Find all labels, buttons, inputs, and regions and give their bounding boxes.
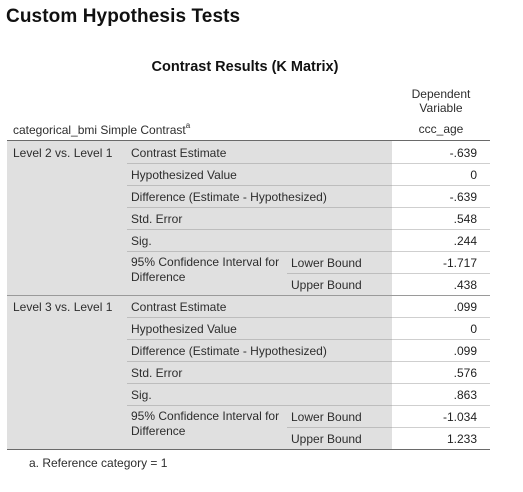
row-label-upper-bound: Upper Bound bbox=[291, 432, 362, 446]
row-separator bbox=[127, 185, 392, 186]
value-sig: .244 bbox=[453, 234, 477, 248]
row-separator bbox=[127, 317, 392, 318]
group-label-level2: Level 2 vs. Level 1 bbox=[13, 146, 113, 160]
row-label-confidence-interval: 95% Confidence Interval for Difference bbox=[131, 409, 280, 438]
value-separator bbox=[392, 427, 490, 428]
variable-name-header: ccc_age bbox=[418, 122, 464, 136]
footnote-marker: a bbox=[185, 121, 191, 130]
row-label-difference: Difference (Estimate - Hypothesized) bbox=[131, 344, 327, 358]
value-difference: .099 bbox=[453, 344, 477, 358]
row-label-contrast-estimate: Contrast Estimate bbox=[131, 146, 227, 160]
value-lower-bound: -1.034 bbox=[442, 410, 477, 424]
value-separator bbox=[392, 185, 490, 186]
bottom-rule bbox=[7, 449, 490, 450]
row-separator bbox=[287, 273, 392, 274]
value-lower-bound: -1.717 bbox=[442, 256, 477, 270]
dependent-variable-header-line2: Variable bbox=[419, 101, 463, 115]
value-upper-bound: 1.233 bbox=[446, 432, 477, 446]
row-label-hypothesized-value: Hypothesized Value bbox=[131, 168, 237, 182]
value-upper-bound: .438 bbox=[453, 278, 477, 292]
row-label-hypothesized-value: Hypothesized Value bbox=[131, 322, 237, 336]
row-group-header-text: categorical_bmi Simple Contrast bbox=[13, 123, 186, 137]
group-label-level3: Level 3 vs. Level 1 bbox=[13, 300, 113, 314]
value-separator bbox=[392, 229, 490, 230]
value-separator bbox=[392, 273, 490, 274]
value-separator bbox=[392, 339, 490, 340]
row-separator bbox=[127, 207, 392, 208]
table-title: Contrast Results (K Matrix) bbox=[151, 59, 339, 75]
row-label-std-error: Std. Error bbox=[131, 212, 183, 226]
value-separator bbox=[392, 207, 490, 208]
dependent-variable-header: Dependent Variable bbox=[392, 87, 490, 115]
dependent-variable-header-line1: Dependent bbox=[411, 87, 471, 101]
row-separator bbox=[127, 163, 392, 164]
value-separator bbox=[392, 317, 490, 318]
value-separator bbox=[392, 361, 490, 362]
row-label-contrast-estimate: Contrast Estimate bbox=[131, 300, 227, 314]
group-divider bbox=[7, 295, 490, 296]
value-separator bbox=[392, 251, 490, 252]
row-separator bbox=[127, 383, 392, 384]
value-contrast-estimate: .099 bbox=[453, 300, 477, 314]
row-separator bbox=[127, 339, 392, 340]
value-hypothesized-value: 0 bbox=[470, 322, 477, 336]
row-separator bbox=[127, 405, 392, 406]
value-std-error: .548 bbox=[453, 212, 477, 226]
value-hypothesized-value: 0 bbox=[470, 168, 477, 182]
row-label-lower-bound: Lower Bound bbox=[291, 256, 362, 270]
value-separator bbox=[392, 405, 490, 406]
value-separator bbox=[392, 163, 490, 164]
row-group-header: categorical_bmi Simple Contrasta bbox=[13, 121, 191, 137]
row-label-difference: Difference (Estimate - Hypothesized) bbox=[131, 190, 327, 204]
page-heading: Custom Hypothesis Tests bbox=[6, 6, 241, 27]
row-separator bbox=[127, 361, 392, 362]
row-label-confidence-interval: 95% Confidence Interval for Difference bbox=[131, 255, 280, 284]
row-separator bbox=[127, 251, 392, 252]
value-std-error: .576 bbox=[453, 366, 477, 380]
header-rule bbox=[7, 140, 490, 141]
row-label-lower-bound: Lower Bound bbox=[291, 410, 362, 424]
value-sig: .863 bbox=[453, 388, 477, 402]
row-label-sig: Sig. bbox=[131, 234, 152, 248]
value-contrast-estimate: -.639 bbox=[449, 146, 477, 160]
row-label-sig: Sig. bbox=[131, 388, 152, 402]
row-separator bbox=[127, 229, 392, 230]
value-difference: -.639 bbox=[449, 190, 477, 204]
value-separator bbox=[392, 383, 490, 384]
footnote: a. Reference category = 1 bbox=[29, 456, 168, 470]
row-label-upper-bound: Upper Bound bbox=[291, 278, 362, 292]
row-label-std-error: Std. Error bbox=[131, 366, 183, 380]
row-separator bbox=[287, 427, 392, 428]
